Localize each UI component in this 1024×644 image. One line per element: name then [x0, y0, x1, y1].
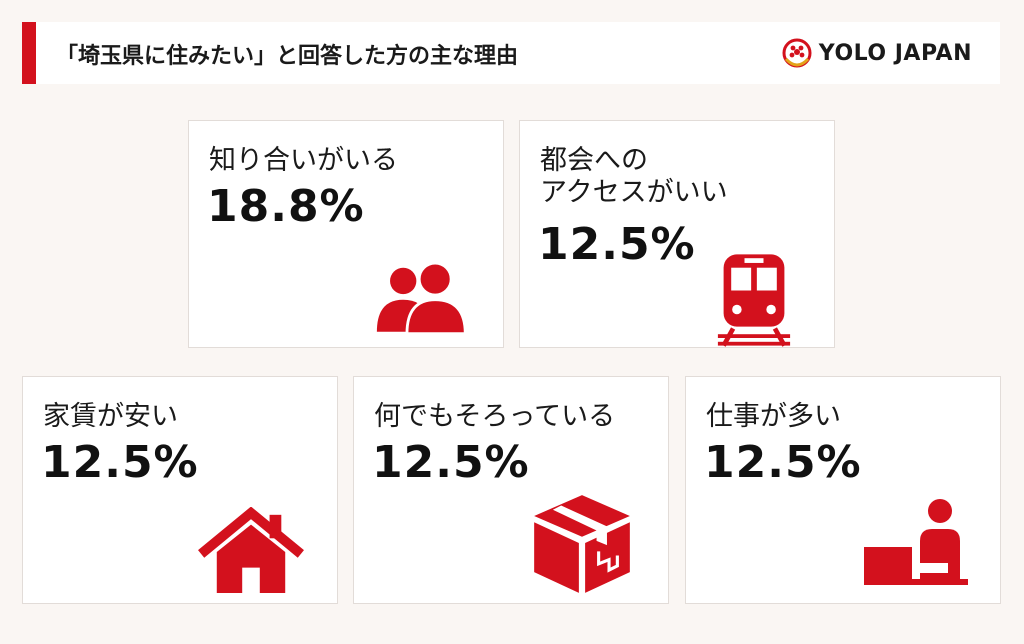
logo-text: YOLO JAPAN [818, 40, 972, 66]
reason-value: 12.5% [538, 219, 696, 270]
train-icon [717, 254, 791, 347]
reason-card-city-access: 都会への アクセスがいい 12.5% [519, 120, 835, 348]
reason-value: 12.5% [704, 437, 862, 488]
header: 「埼玉県に住みたい」と回答した方の主な理由 YOLO JAPAN [22, 22, 1000, 84]
reason-label: 仕事が多い [706, 401, 841, 432]
reason-label: 家賃が安い [43, 401, 178, 432]
reason-card-low-rent: 家賃が安い 12.5% [22, 376, 338, 604]
box-icon [534, 495, 630, 593]
reason-label-line1: 都会への [540, 145, 648, 176]
logo-mark-icon [782, 38, 812, 68]
reason-value: 18.8% [207, 181, 365, 232]
reason-card-acquaintances: 知り合いがいる 18.8% [188, 120, 504, 348]
reason-value: 12.5% [41, 437, 199, 488]
reason-card-everything-available: 何でもそろっている 12.5% [353, 376, 669, 604]
reason-card-many-jobs: 仕事が多い 12.5% [685, 376, 1001, 604]
people-icon [376, 261, 467, 336]
header-accent-bar [22, 22, 36, 84]
reason-label: 都会への アクセスがいい [540, 145, 728, 210]
reason-label-line2: アクセスがいい [540, 177, 728, 209]
worker-icon [864, 499, 968, 585]
reason-label: 知り合いがいる [209, 145, 398, 176]
reason-value: 12.5% [372, 437, 530, 488]
logo: YOLO JAPAN [781, 35, 972, 71]
page-title: 「埼玉県に住みたい」と回答した方の主な理由 [56, 44, 519, 69]
reason-label: 何でもそろっている [374, 401, 616, 432]
house-icon [198, 507, 304, 594]
